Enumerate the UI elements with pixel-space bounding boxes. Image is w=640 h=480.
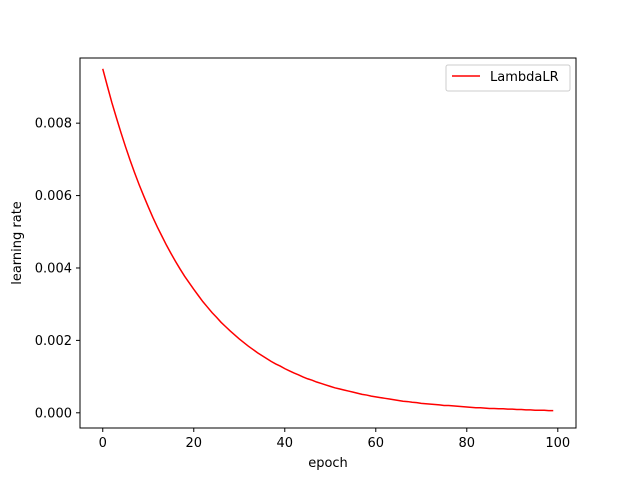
legend-box	[445, 64, 571, 92]
y-tick-label: 0.002	[35, 334, 72, 349]
y-axis-label: learning rate	[10, 201, 25, 285]
y-tick-label: 0.000	[35, 406, 72, 421]
series-layer	[102, 68, 554, 412]
x-tick-label: 80	[459, 436, 476, 451]
x-tick-label: 100	[545, 436, 570, 451]
series-line-lambdalr	[102, 68, 554, 412]
plot-frame	[79, 57, 577, 429]
x-axis-label: epoch	[308, 456, 348, 471]
plot-area	[80, 58, 576, 428]
x-tick-label: 40	[276, 436, 293, 451]
y-tick-label: 0.006	[35, 189, 72, 204]
y-tick-label: 0.008	[35, 117, 72, 132]
y-tick-label: 0.004	[35, 261, 72, 276]
x-axis: 0 20 40 60 80 100	[99, 428, 570, 451]
x-tick-label: 0	[99, 436, 107, 451]
legend-label-lambdalr: LambdaLR	[490, 70, 559, 85]
legend: LambdaLR	[445, 64, 571, 92]
y-axis: 0.000 0.002 0.004 0.006 0.008	[35, 117, 80, 421]
x-tick-label: 20	[185, 436, 202, 451]
x-tick-label: 60	[368, 436, 385, 451]
